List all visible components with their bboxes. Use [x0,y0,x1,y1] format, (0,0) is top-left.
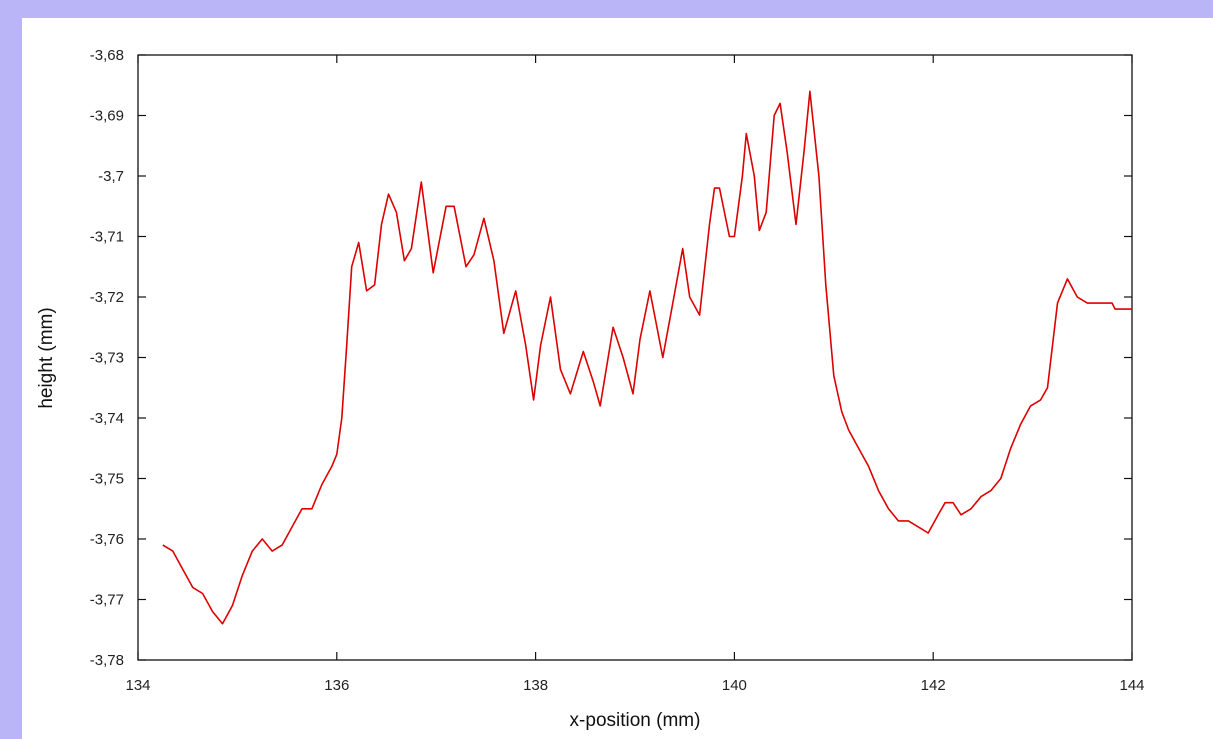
y-tick-label: -3,69 [90,108,124,125]
y-tick-label: -3,77 [90,592,124,609]
y-tick-label: -3,75 [90,471,124,488]
x-tick-label: 134 [125,677,150,694]
x-tick-label: 142 [921,677,946,694]
plot-frame [137,54,1133,661]
x-axis-ticks: 134 136 138 140 142 144 [125,55,1145,694]
y-axis-label: height (mm) [36,307,57,408]
series-group [162,90,1132,625]
y-tick-label: -3,76 [90,531,124,548]
y-tick-label: -3,73 [90,350,124,367]
y-tick-label: -3,74 [90,410,124,427]
series-line [162,90,1132,625]
x-tick-label: 140 [722,677,747,694]
y-tick-label: -3,72 [90,289,124,306]
y-tick-label: -3,78 [90,652,124,669]
y-tick-label: -3,71 [90,229,124,246]
chart-panel: 134 136 138 140 142 144 -3,68 -3,69 -3,7 -3,71 -3… [22,18,1213,739]
x-tick-label: 136 [324,677,349,694]
x-tick-label: 144 [1119,677,1144,694]
y-axis-ticks: -3,68 -3,69 -3,7 -3,71 -3,72 -3,73 -3,74 -3,75 -… [90,47,1132,669]
y-tick-label: -3,7 [98,168,124,185]
height-profile-chart: 134 136 138 140 142 144 -3,68-3,69-3,7-3,71-3… [36,47,1145,731]
x-axis-label: x-position (mm) [570,710,701,731]
y-tick-label: -3,68 [90,47,124,64]
x-tick-label: 138 [523,677,548,694]
